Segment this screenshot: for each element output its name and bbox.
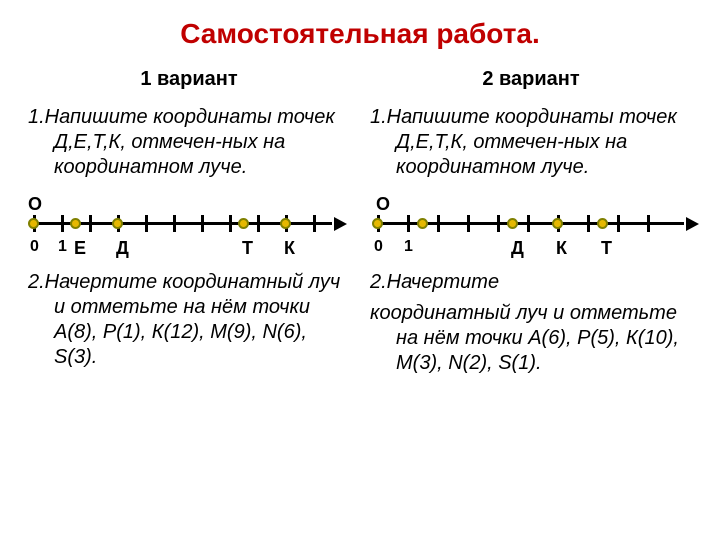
- axis-number-label: 1: [58, 238, 67, 256]
- tick-mark: [467, 215, 470, 232]
- tick-mark: [229, 215, 232, 232]
- point-label: О: [376, 194, 390, 215]
- axis-arrow-icon: [334, 217, 347, 231]
- v1-task2: 2.Начертите координатный луч и отметьте …: [28, 270, 350, 370]
- axis-arrow-icon: [686, 217, 699, 231]
- tick-mark: [527, 215, 530, 232]
- tick-mark: [145, 215, 148, 232]
- point-marker: [372, 218, 383, 229]
- tick-mark: [617, 215, 620, 232]
- point-marker: [112, 218, 123, 229]
- v2-task1: 1.Напишите координаты точек Д,Е,Т,К, отм…: [370, 105, 692, 180]
- col-variant-1: 1 вариант 1.Напишите координаты точек Д,…: [28, 68, 350, 384]
- v1-task1: 1.Напишите координаты точек Д,Е,Т,К, отм…: [28, 105, 350, 180]
- point-label: Е: [74, 238, 86, 259]
- point-marker: [417, 218, 428, 229]
- point-marker: [597, 218, 608, 229]
- tick-mark: [497, 215, 500, 232]
- point-label: К: [284, 238, 295, 259]
- axis-number-label: 0: [374, 238, 383, 256]
- tick-mark: [201, 215, 204, 232]
- col-variant-2: 2 вариант 1.Напишите координаты точек Д,…: [370, 68, 692, 384]
- point-label: О: [28, 194, 42, 215]
- columns: 1 вариант 1.Напишите координаты точек Д,…: [28, 68, 692, 384]
- tick-mark: [407, 215, 410, 232]
- tick-mark: [313, 215, 316, 232]
- point-marker: [552, 218, 563, 229]
- variant-1-heading: 1 вариант: [28, 68, 350, 91]
- point-marker: [238, 218, 249, 229]
- page-title: Самостоятельная работа.: [28, 18, 692, 50]
- v2-task2a: 2.Начертите: [370, 270, 692, 295]
- tick-mark: [61, 215, 64, 232]
- point-label: К: [556, 238, 567, 259]
- point-marker: [507, 218, 518, 229]
- point-label: Д: [116, 238, 129, 259]
- point-label: Т: [601, 238, 612, 259]
- tick-mark: [647, 215, 650, 232]
- axis-number-label: 0: [30, 238, 39, 256]
- point-marker: [70, 218, 81, 229]
- tick-mark: [437, 215, 440, 232]
- tick-mark: [89, 215, 92, 232]
- v1-numberline: 0 1 О Е Д Т К: [28, 188, 350, 260]
- tick-mark: [587, 215, 590, 232]
- point-label: Д: [511, 238, 524, 259]
- v2-numberline: 0 1 О Д К Т: [370, 188, 692, 260]
- slide: Самостоятельная работа. 1 вариант 1.Напи…: [0, 0, 720, 540]
- point-label: Т: [242, 238, 253, 259]
- v2-task2b: координатный луч и отметьте на нём точки…: [370, 301, 692, 376]
- tick-mark: [257, 215, 260, 232]
- tick-mark: [173, 215, 176, 232]
- point-marker: [28, 218, 39, 229]
- variant-2-heading: 2 вариант: [370, 68, 692, 91]
- axis-number-label: 1: [404, 238, 413, 256]
- point-marker: [280, 218, 291, 229]
